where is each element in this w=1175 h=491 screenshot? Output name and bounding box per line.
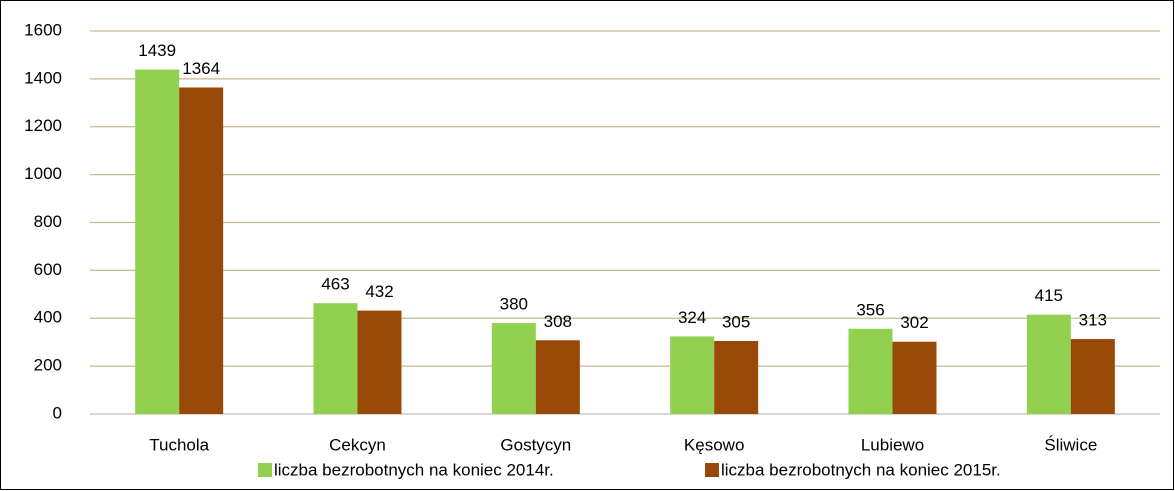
x-tick-label: Cekcyn bbox=[329, 435, 386, 454]
data-label: 302 bbox=[900, 313, 928, 332]
y-tick-label: 1200 bbox=[24, 116, 62, 135]
y-tick-label: 600 bbox=[34, 260, 62, 279]
bar bbox=[1070, 339, 1115, 414]
data-label: 1364 bbox=[182, 59, 220, 78]
legend-label: liczba bezrobotnych na koniec 2014r. bbox=[274, 460, 554, 479]
y-tick-label: 400 bbox=[34, 308, 62, 327]
y-tick-label: 1000 bbox=[24, 164, 62, 183]
data-label: 432 bbox=[365, 282, 393, 301]
x-tick-label: Gostycyn bbox=[500, 435, 571, 454]
data-label: 356 bbox=[856, 300, 884, 319]
y-tick-label: 1400 bbox=[24, 68, 62, 87]
y-tick-label: 1600 bbox=[24, 20, 62, 39]
legend-swatch bbox=[258, 463, 272, 477]
legend-swatch bbox=[705, 463, 719, 477]
x-tick-label: Lubiewo bbox=[861, 435, 924, 454]
x-tick-label: Śliwice bbox=[1044, 435, 1097, 454]
data-label: 463 bbox=[321, 275, 349, 294]
bar bbox=[357, 310, 402, 414]
x-tick-label: Kęsowo bbox=[684, 435, 744, 454]
legend-label: liczba bezrobotnych na koniec 2015r. bbox=[721, 460, 1001, 479]
data-label: 380 bbox=[500, 295, 528, 314]
y-tick-label: 800 bbox=[34, 212, 62, 231]
data-label: 313 bbox=[1079, 311, 1107, 330]
bar bbox=[135, 69, 180, 415]
data-label: 305 bbox=[722, 312, 750, 331]
data-label: 1439 bbox=[138, 41, 176, 60]
bar bbox=[179, 87, 224, 415]
y-tick-label: 200 bbox=[34, 356, 62, 375]
data-label: 324 bbox=[678, 308, 706, 327]
bar bbox=[892, 341, 937, 414]
data-label: 308 bbox=[544, 312, 572, 331]
bar bbox=[848, 328, 893, 414]
x-tick-label: Tuchola bbox=[149, 435, 209, 454]
y-tick-label: 0 bbox=[53, 403, 62, 422]
bar bbox=[491, 323, 536, 414]
bar bbox=[1026, 314, 1071, 414]
bar bbox=[670, 336, 715, 414]
bar bbox=[313, 303, 358, 414]
bar bbox=[714, 340, 759, 414]
bar bbox=[535, 340, 580, 414]
data-label: 415 bbox=[1035, 286, 1063, 305]
